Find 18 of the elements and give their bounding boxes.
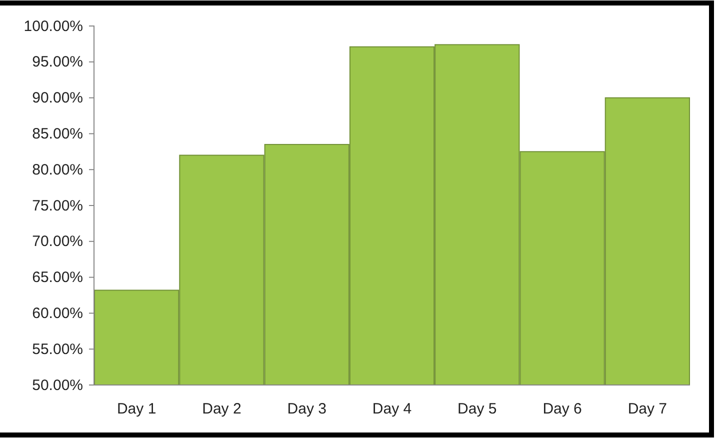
- y-tick-label: 85.00%: [32, 126, 83, 142]
- y-tick-label: 75.00%: [32, 197, 83, 214]
- x-tick-label: Day 2: [202, 400, 242, 418]
- y-tick-label: 70.00%: [32, 233, 83, 250]
- y-tick-label: 95.00%: [32, 54, 83, 71]
- y-tick-label: 60.00%: [32, 305, 83, 322]
- x-tick-label: Day 6: [542, 400, 582, 418]
- x-tick-label: Day 5: [458, 400, 497, 418]
- y-tick-label: 90.00%: [32, 90, 83, 107]
- x-tick-label: Day 4: [372, 400, 412, 418]
- y-tick-label: 50.00%: [32, 376, 83, 394]
- y-tick-label: 100.00%: [24, 18, 83, 35]
- x-tick-label: Day 1: [116, 400, 156, 418]
- x-tick-label: Day 3: [287, 400, 326, 418]
- y-tick-label: 80.00%: [32, 161, 83, 178]
- y-tick-label: 55.00%: [32, 340, 83, 358]
- y-tick-label: 65.00%: [32, 269, 83, 286]
- x-tick-label: Day 7: [628, 400, 668, 418]
